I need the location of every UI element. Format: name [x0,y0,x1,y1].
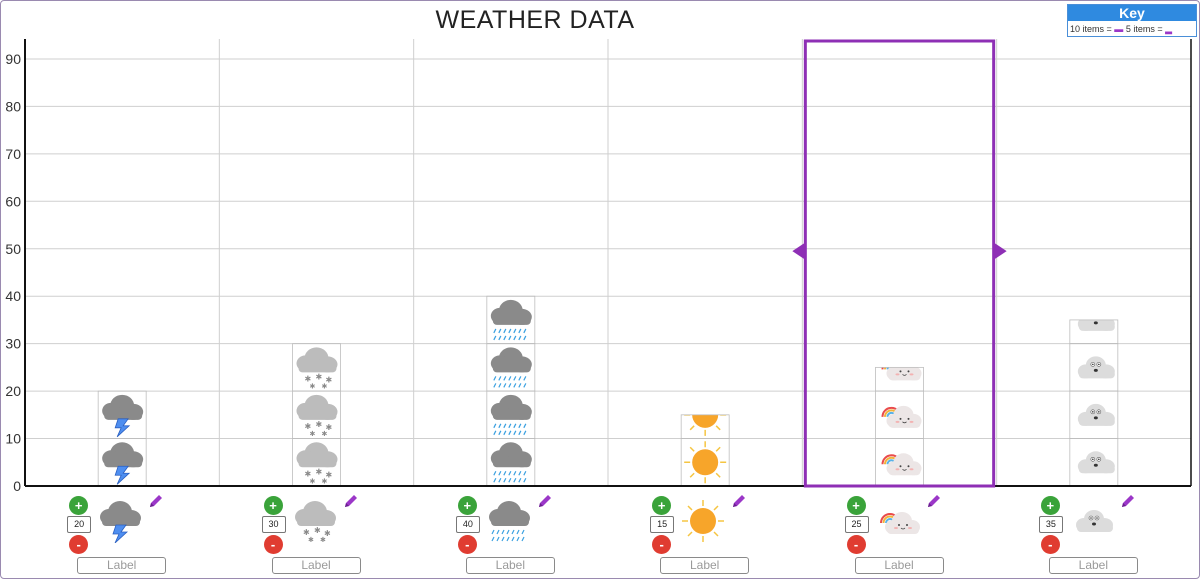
resize-handle-left[interactable] [792,243,805,260]
rainbow-cloud-icon [881,452,923,477]
bar-cell [680,414,730,439]
rain-cloud-icon [491,395,532,435]
sun-icon [683,440,727,485]
grey-cloud-icon [1077,450,1116,474]
storm-cloud-icon [102,395,143,437]
key-text: 10 items = ▬ 5 items = ▂ [1068,21,1196,35]
key-title: Key [1068,5,1196,21]
grey-cloud-icon [1077,403,1116,427]
increment-button[interactable]: + [652,496,672,515]
key-ten-text: 10 items = [1070,24,1112,34]
pencil-icon[interactable] [147,494,163,510]
grid-layer [25,39,1191,486]
decrement-button[interactable]: - [69,535,89,554]
bar-cell [97,390,147,439]
column-controls-cloudy: +35 - [1038,494,1149,574]
bar-cloudy[interactable] [1069,309,1119,487]
bar-cell [1069,319,1119,345]
rain-cloud-icon [482,499,536,543]
increment-button[interactable]: + [263,496,283,515]
bar-cell [486,295,536,345]
decrement-button[interactable]: - [263,535,283,554]
increment-button[interactable]: + [69,496,89,515]
rain-cloud-icon [491,442,532,482]
column-controls-rainbow: +25 - [844,494,955,574]
sun-icon [681,499,725,543]
bars-layer [97,295,1119,487]
increment-button[interactable]: + [457,496,477,515]
snow-cloud-icon [288,499,342,543]
column-controls-thunderstorm: +20 - [67,494,177,574]
axis-layer: 0 10 20 30 40 50 60 70 80 90 [5,39,1192,494]
y-tick-label: 20 [5,383,21,399]
snow-cloud-icon [297,395,338,438]
value-field[interactable]: 20 [67,516,92,533]
pencil-icon[interactable] [925,494,941,510]
increment-button[interactable]: + [846,496,866,515]
y-tick-label: 80 [5,98,21,114]
snow-cloud-icon [297,442,338,485]
y-tick-label: 50 [5,241,21,257]
label-input[interactable] [465,557,555,574]
grey-cloud-icon [1075,509,1114,533]
rainbow-cloud-icon [879,511,921,535]
value-field[interactable]: 40 [455,516,480,533]
snow-cloud-icon [297,347,338,390]
value-field[interactable]: 35 [1038,516,1063,533]
selection-frame[interactable] [803,39,996,488]
rain-cloud-icon [491,347,532,387]
value-field[interactable]: 15 [650,516,675,533]
y-tick-label: 0 [13,478,21,494]
y-tick-label: 90 [5,51,21,67]
storm-cloud-icon [102,442,143,484]
label-input[interactable] [660,557,750,574]
bar-cell [292,343,341,392]
key-full-icon: ▬ [1114,24,1124,34]
key-five-text: 5 items = [1125,24,1163,34]
bar-rainbow[interactable] [875,358,924,487]
value-field[interactable]: 25 [844,516,869,533]
pencil-icon[interactable] [730,494,746,510]
rainbow-cloud-icon [881,404,923,429]
rainbow-cloud-icon [881,367,923,382]
label-input[interactable] [854,557,944,574]
value-field[interactable]: 30 [261,516,286,533]
decrement-button[interactable]: - [846,535,866,554]
pencil-icon[interactable] [342,494,358,510]
increment-button[interactable]: + [1040,496,1060,515]
y-tick-label: 60 [5,193,21,209]
bar-cell [875,366,924,392]
y-tick-label: 40 [5,288,21,304]
decrement-button[interactable]: - [457,535,477,554]
pencil-icon[interactable] [1119,494,1135,510]
label-input[interactable] [77,557,167,574]
bar-rain[interactable] [486,295,536,487]
y-tick-label: 10 [5,431,21,447]
bar-snow[interactable] [292,343,341,487]
bar-sunny[interactable] [680,394,730,487]
key-legend: Key 10 items = ▬ 5 items = ▂ [1067,4,1197,37]
decrement-button[interactable]: - [1040,535,1060,554]
column-controls-sunny: +15 - [650,494,760,574]
rain-cloud-icon [491,300,532,340]
y-tick-label: 30 [5,336,21,352]
selection-layer [792,39,1007,488]
bar-thunderstorm[interactable] [97,390,147,487]
chart-title: WEATHER DATA [435,6,635,34]
grey-cloud-icon [1077,355,1116,379]
resize-handle-right[interactable] [994,243,1007,260]
key-half-icon: ▂ [1165,24,1173,34]
y-tick-label: 70 [5,146,21,162]
label-input[interactable] [1048,557,1138,574]
column-controls-rain: +40 - [455,494,566,574]
pencil-icon[interactable] [536,494,552,510]
label-input[interactable] [271,557,361,574]
decrement-button[interactable]: - [652,535,672,554]
column-controls-snow: +30 - [261,494,372,574]
storm-cloud-icon [93,499,147,543]
